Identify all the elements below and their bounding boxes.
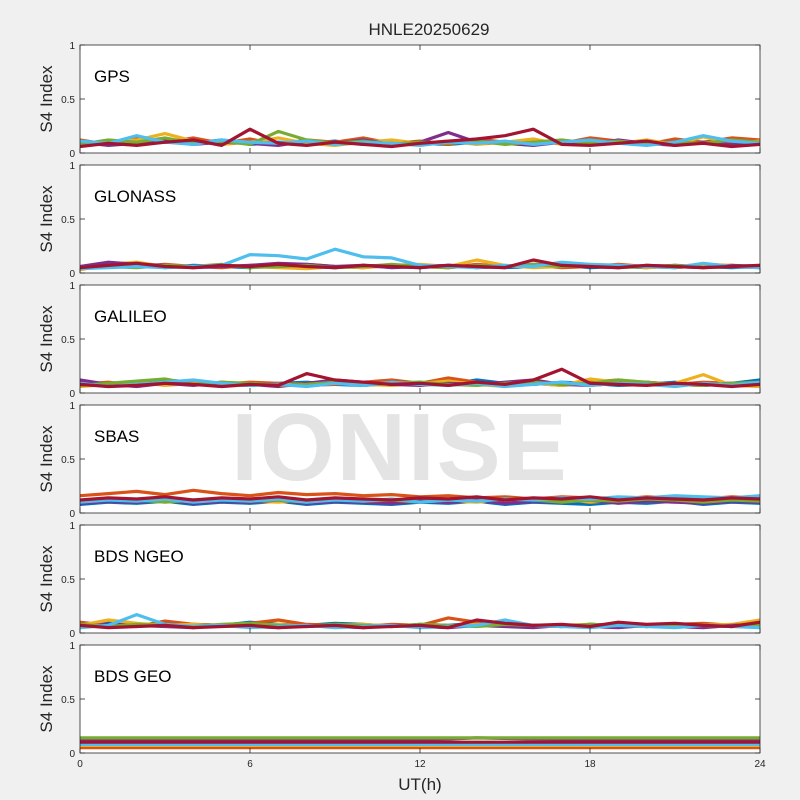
series-line xyxy=(80,127,760,149)
series-lines xyxy=(80,247,760,272)
series-lines xyxy=(80,613,760,630)
panel-background xyxy=(80,525,760,633)
y-tick-label: 0 xyxy=(69,749,75,760)
series-lines xyxy=(80,367,760,389)
panel-background xyxy=(80,405,760,513)
constellation-label: GALILEO xyxy=(94,307,167,326)
y-tick-label: 0.5 xyxy=(61,335,75,346)
series-line xyxy=(80,495,760,502)
y-tick-label: 1 xyxy=(69,641,75,652)
constellation-label: SBAS xyxy=(94,427,139,446)
x-tick-label: 12 xyxy=(414,759,426,770)
y-tick-label: 1 xyxy=(69,281,75,292)
y-tick-label: 1 xyxy=(69,41,75,52)
series-line xyxy=(80,258,760,270)
y-tick-label: 1 xyxy=(69,161,75,172)
y-tick-label: 0 xyxy=(69,389,75,400)
y-tick-label: 0 xyxy=(69,629,75,640)
constellation-label: BDS NGEO xyxy=(94,547,184,566)
panel-5: 0 0.5 1 0 6 12 18 24 S4 Index BDS GEO UT(h) xyxy=(37,641,766,794)
y-tick-label: 1 xyxy=(69,521,75,532)
y-tick-label: 0 xyxy=(69,269,75,280)
series-line xyxy=(80,134,760,147)
y-axis-label: S4 Index xyxy=(37,545,56,613)
constellation-label: GPS xyxy=(94,67,130,86)
y-tick-label: 1 xyxy=(69,401,75,412)
x-tick-label: 6 xyxy=(247,759,253,770)
x-tick-label: 24 xyxy=(754,759,766,770)
panel-4: 0 0.5 1 S4 Index BDS NGEO xyxy=(37,521,761,640)
panel-background xyxy=(80,285,760,393)
figure-title: HNLE20250629 xyxy=(369,20,490,39)
panel-1: 0 0.5 1 S4 Index GLONASS xyxy=(37,161,761,280)
y-tick-label: 0.5 xyxy=(61,215,75,226)
panel-background xyxy=(80,645,760,753)
series-line xyxy=(80,618,760,630)
y-tick-label: 0 xyxy=(69,509,75,520)
series-line xyxy=(80,367,760,389)
panel-background xyxy=(80,45,760,153)
series-line xyxy=(80,736,760,742)
y-axis-label: S4 Index xyxy=(37,665,56,733)
panels-group: 0 0.5 1 S4 Index GPS 0 0.5 1 S4 Index GLONASS 0 0.5… xyxy=(37,41,766,794)
y-axis-label: S4 Index xyxy=(37,185,56,253)
panel-0: 0 0.5 1 S4 Index GPS xyxy=(37,41,761,160)
constellation-label: BDS GEO xyxy=(94,667,171,686)
y-tick-label: 0.5 xyxy=(61,575,75,586)
x-axis-label: UT(h) xyxy=(398,775,441,794)
constellation-label: GLONASS xyxy=(94,187,176,206)
y-tick-label: 0.5 xyxy=(61,95,75,106)
y-tick-label: 0 xyxy=(69,149,75,160)
y-tick-label: 0.5 xyxy=(61,455,75,466)
x-tick-label: 0 xyxy=(77,759,83,770)
y-axis-label: S4 Index xyxy=(37,425,56,493)
x-tick-label: 18 xyxy=(584,759,596,770)
series-lines xyxy=(80,488,760,506)
y-tick-label: 0.5 xyxy=(61,695,75,706)
y-axis-label: S4 Index xyxy=(37,305,56,373)
panel-2: 0 0.5 1 S4 Index GALILEO xyxy=(37,281,761,400)
series-lines xyxy=(80,736,760,750)
panel-background xyxy=(80,165,760,273)
y-axis-label: S4 Index xyxy=(37,65,56,133)
panel-3: 0 0.5 1 S4 Index SBAS xyxy=(37,401,761,520)
series-lines xyxy=(80,127,760,149)
